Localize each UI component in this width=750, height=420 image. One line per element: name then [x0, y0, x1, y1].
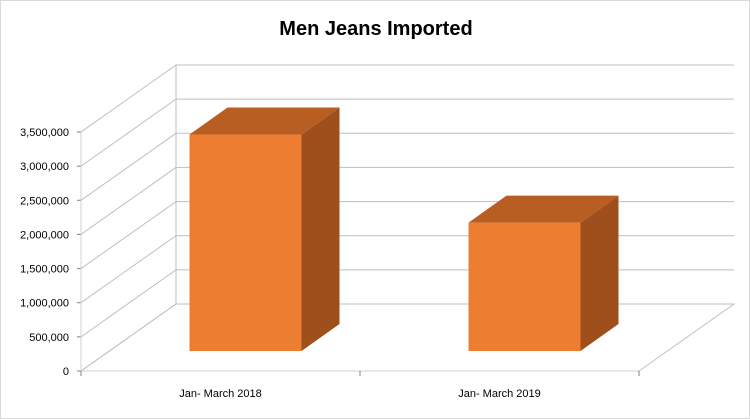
bar-side — [580, 195, 619, 351]
gridline — [80, 98, 734, 167]
chart-title: Men Jeans Imported — [279, 18, 472, 40]
gridline — [80, 64, 734, 133]
bar-top — [189, 107, 340, 135]
gridline — [80, 235, 734, 304]
y-tick-label: 500,000 — [29, 332, 69, 344]
y-tick-label: 3,500,000 — [20, 127, 69, 139]
y-tick-label: 0 — [63, 366, 69, 378]
y-tick-label: 3,000,000 — [20, 161, 69, 173]
y-tick-label: 2,000,000 — [20, 229, 69, 241]
bar-front — [189, 134, 302, 351]
floor-outline — [80, 303, 736, 372]
bars — [189, 107, 619, 351]
bar-front — [468, 222, 581, 351]
gridline — [80, 201, 734, 269]
gridline — [80, 166, 734, 235]
y-axis: 0 500,000 1,000,000 1,500,000 2,000,000 2,500… — [20, 127, 82, 378]
bar — [468, 195, 619, 351]
x-axis: Jan- March 2018 Jan- March 2019 — [80, 370, 640, 400]
y-tick-label: 1,500,000 — [20, 264, 69, 276]
gridline — [80, 269, 734, 338]
gridline — [80, 132, 734, 201]
x-tick-label: Jan- March 2018 — [179, 388, 262, 400]
y-tick-label: 2,500,000 — [20, 195, 69, 207]
x-tick-label: Jan- March 2019 — [458, 388, 541, 400]
bar-side — [301, 107, 340, 351]
gridline — [80, 303, 734, 372]
chart-walls — [80, 65, 736, 372]
y-tick-label: 1,000,000 — [20, 298, 69, 310]
bar-top — [468, 195, 619, 223]
bar — [189, 107, 340, 351]
gridlines — [80, 64, 734, 372]
